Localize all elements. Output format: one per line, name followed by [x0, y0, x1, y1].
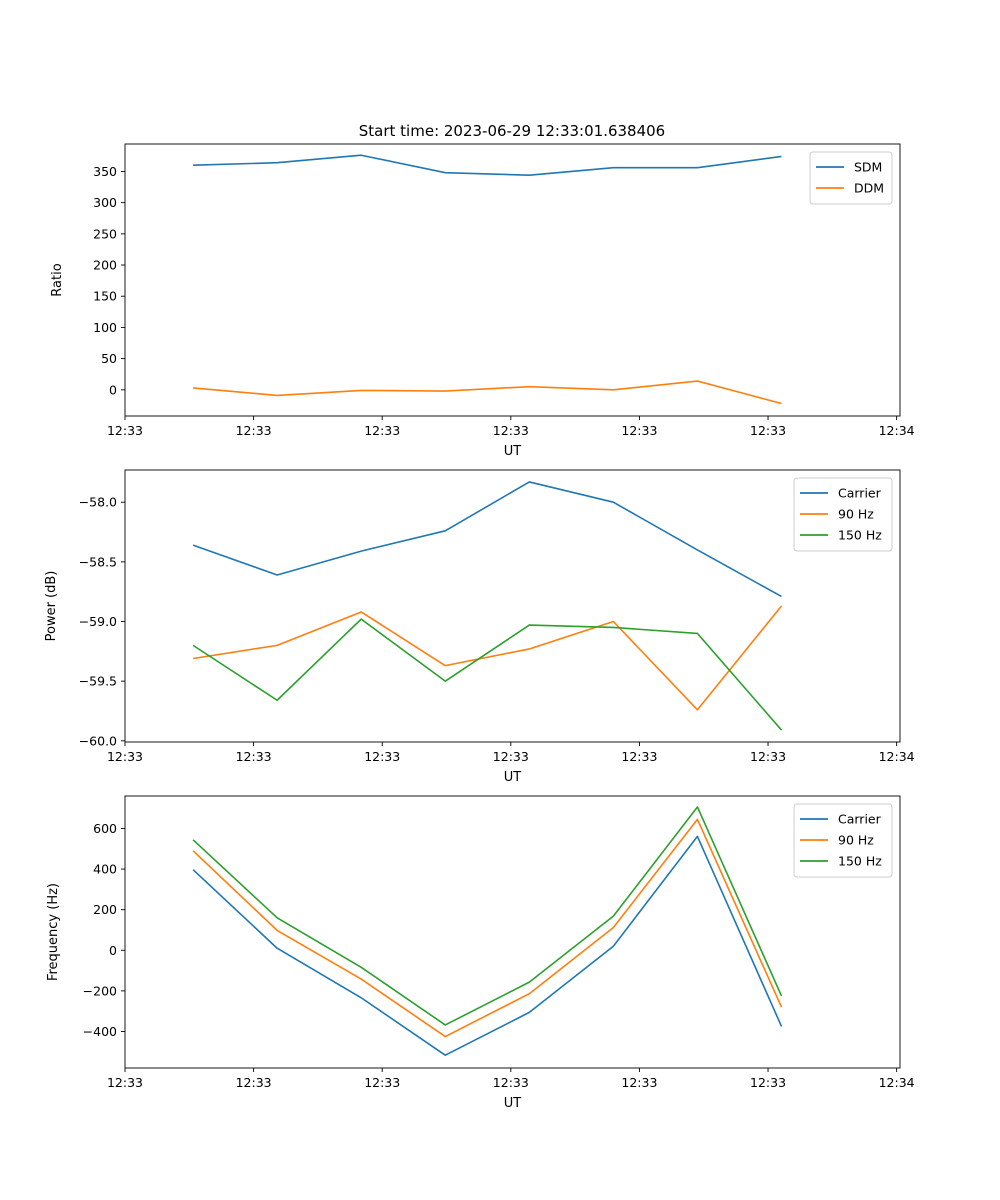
x-tick-label: 12:33 — [364, 1075, 400, 1090]
series-line-sdm — [193, 154, 782, 176]
x-tick-label: 12:34 — [879, 423, 915, 438]
x-tick-label: 12:33 — [493, 749, 529, 764]
y-tick-label: 600 — [93, 821, 117, 836]
x-tick-label: 12:33 — [236, 423, 272, 438]
legend-label-ddm: DDM — [854, 181, 884, 196]
y-tick-label: −59.0 — [79, 614, 117, 629]
frequency-panel: 12:33 12:33 12:33 12:33 12:33 12:33 12:34 −400 −… — [46, 795, 915, 1111]
axes-frame — [124, 469, 901, 743]
legend-box — [793, 803, 893, 878]
y-tick-label: −400 — [83, 1024, 117, 1039]
axes-frame — [124, 143, 901, 417]
series-line-90hz — [192, 818, 783, 1038]
x-axis-label: UT — [504, 770, 522, 785]
axes-frame — [124, 795, 901, 1069]
x-tick-label: 12:33 — [236, 749, 272, 764]
x-tick-label: 12:33 — [493, 423, 529, 438]
x-tick-label: 12:33 — [364, 423, 400, 438]
y-tick-label: −59.5 — [79, 674, 117, 689]
y-tick-label: 0 — [109, 943, 117, 958]
legend-label-150hz: 150 Hz — [838, 528, 882, 543]
series-line-150hz — [192, 806, 783, 1026]
legend-label-90hz: 90 Hz — [838, 507, 874, 522]
x-tick-label: 12:33 — [107, 749, 143, 764]
legend-label-150hz: 150 Hz — [838, 854, 882, 869]
y-tick-label: 400 — [93, 862, 117, 877]
x-tick-label: 12:33 — [364, 749, 400, 764]
legend: SDM DDM — [809, 151, 893, 205]
figure-title: Start time: 2023-06-29 12:33:01.638406 — [359, 122, 665, 140]
x-tick-label: 12:34 — [879, 1075, 915, 1090]
x-tick-label: 12:33 — [621, 423, 657, 438]
x-tick-label: 12:33 — [750, 749, 786, 764]
x-tick-label: 12:33 — [621, 749, 657, 764]
legend-label-90hz: 90 Hz — [838, 833, 874, 848]
y-axis-label: Frequency (Hz) — [46, 883, 61, 981]
y-axis-label: Ratio — [50, 263, 65, 296]
power-panel: 12:33 12:33 12:33 12:33 12:33 12:33 12:34 −60.0… — [44, 469, 915, 785]
legend: Carrier 90 Hz 150 Hz — [793, 803, 893, 878]
y-tick-label: 350 — [93, 164, 117, 179]
series-line-carrier — [192, 481, 782, 598]
y-tick-label: −200 — [83, 983, 117, 998]
legend-box — [809, 151, 893, 205]
x-tick-label: 12:33 — [621, 1075, 657, 1090]
x-tick-label: 12:34 — [879, 749, 915, 764]
y-tick-label: 200 — [93, 258, 117, 273]
x-tick-label: 12:33 — [750, 1075, 786, 1090]
x-tick-label: 12:33 — [236, 1075, 272, 1090]
ratio-panel: 12:33 12:33 12:33 12:33 12:33 12:33 12:34 0 50 10… — [50, 143, 915, 459]
series-line-carrier — [192, 835, 783, 1057]
x-tick-label: 12:33 — [107, 1075, 143, 1090]
y-tick-label: 100 — [93, 320, 117, 335]
x-tick-label: 12:33 — [750, 423, 786, 438]
y-tick-label: 300 — [93, 195, 117, 210]
y-tick-label: 0 — [109, 382, 117, 397]
y-tick-label: 250 — [93, 226, 117, 241]
series-line-ddm — [193, 380, 782, 405]
x-axis-label: UT — [504, 1096, 522, 1111]
y-tick-label: 150 — [93, 289, 117, 304]
y-tick-label: 200 — [93, 902, 117, 917]
y-tick-label: 50 — [101, 351, 117, 366]
legend-box — [793, 477, 893, 552]
legend-label-sdm: SDM — [854, 160, 882, 175]
x-axis-label: UT — [504, 444, 522, 459]
y-tick-label: −58.5 — [79, 554, 117, 569]
series-line-150hz — [192, 618, 783, 731]
legend-label-carrier: Carrier — [838, 812, 882, 827]
series-line-90hz — [192, 605, 783, 711]
x-tick-label: 12:33 — [107, 423, 143, 438]
legend: Carrier 90 Hz 150 Hz — [793, 477, 893, 552]
y-axis-label: Power (dB) — [44, 571, 59, 642]
y-tick-label: −58.0 — [79, 495, 117, 510]
legend-label-carrier: Carrier — [838, 486, 882, 501]
x-tick-label: 12:33 — [493, 1075, 529, 1090]
y-tick-label: −60.0 — [79, 733, 117, 748]
